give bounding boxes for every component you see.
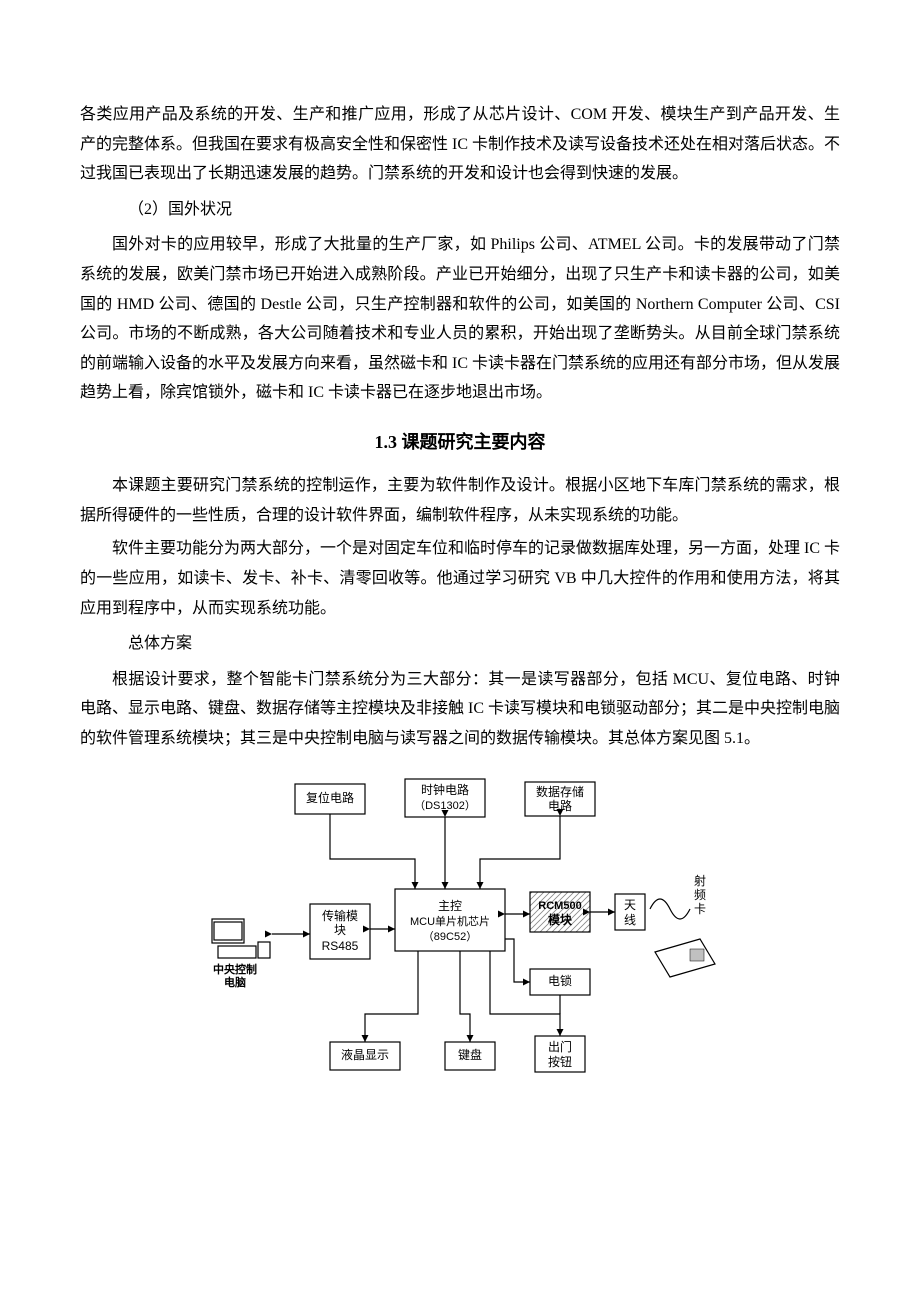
computer-label1: 中央控制: [213, 961, 257, 975]
node-clock-label2: （DS1302）: [414, 798, 476, 811]
node-clock-label1: 时钟电路: [421, 782, 469, 797]
paragraph-topic-main: 本课题主要研究门禁系统的控制运作，主要为软件制作及设计。根据小区地下车库门禁系统…: [80, 471, 840, 530]
node-storage-label1: 数据存储: [536, 784, 584, 799]
node-transfer-label1: 传输模: [322, 908, 358, 923]
node-lcd-label: 液晶显示: [341, 1047, 389, 1062]
node-rfcard-label2: 频: [694, 888, 706, 902]
node-rcm-label2: 模块: [548, 912, 573, 927]
node-antenna-label1: 天: [624, 898, 636, 912]
sub-heading-foreign: （2）国外状况: [80, 195, 840, 225]
node-keyboard-label: 键盘: [458, 1047, 482, 1062]
computer-label2: 电脑: [224, 974, 246, 988]
paragraph-design-requirements: 根据设计要求，整个智能卡门禁系统分为三大部分：其一是读写器部分，包括 MCU、复…: [80, 665, 840, 754]
sub-heading-overall: 总体方案: [80, 629, 840, 659]
node-mcu-label2: MCU单片机芯片: [410, 913, 490, 927]
system-block-diagram: 复位电路 时钟电路 （DS1302） 数据存储 电路 传输模 块 RS485 主…: [80, 774, 840, 1094]
node-rfcard-label1: 射: [694, 873, 706, 888]
paragraph-software-functions: 软件主要功能分为两大部分，一个是对固定车位和临时停车的记录做数据库处理，另一方面…: [80, 534, 840, 623]
paragraph-foreign-status: 国外对卡的应用较早，形成了大批量的生产厂家，如 Philips 公司、ATMEL…: [80, 230, 840, 408]
node-transfer-label3: RS485: [322, 939, 359, 953]
node-mcu-label3: （89C52）: [423, 929, 477, 942]
computer-icon: [212, 919, 270, 958]
node-mcu-label1: 主控: [438, 899, 462, 913]
node-storage-label2: 电路: [548, 798, 572, 813]
node-exit-label1: 出门: [548, 1039, 572, 1054]
paragraph-continuation: 各类应用产品及系统的开发、生产和推广应用，形成了从芯片设计、COM 开发、模块生…: [80, 100, 840, 189]
section-heading-1-3: 1.3 课题研究主要内容: [80, 426, 840, 459]
node-exit-label2: 按钮: [548, 1054, 572, 1069]
node-transfer-label2: 块: [334, 923, 346, 937]
node-rfcard-label3: 卡: [694, 902, 706, 916]
node-lock-label: 电锁: [548, 973, 572, 988]
node-antenna-label2: 线: [624, 913, 636, 927]
node-reset-label: 复位电路: [306, 790, 354, 805]
node-rcm-label1: RCM500: [538, 899, 581, 911]
